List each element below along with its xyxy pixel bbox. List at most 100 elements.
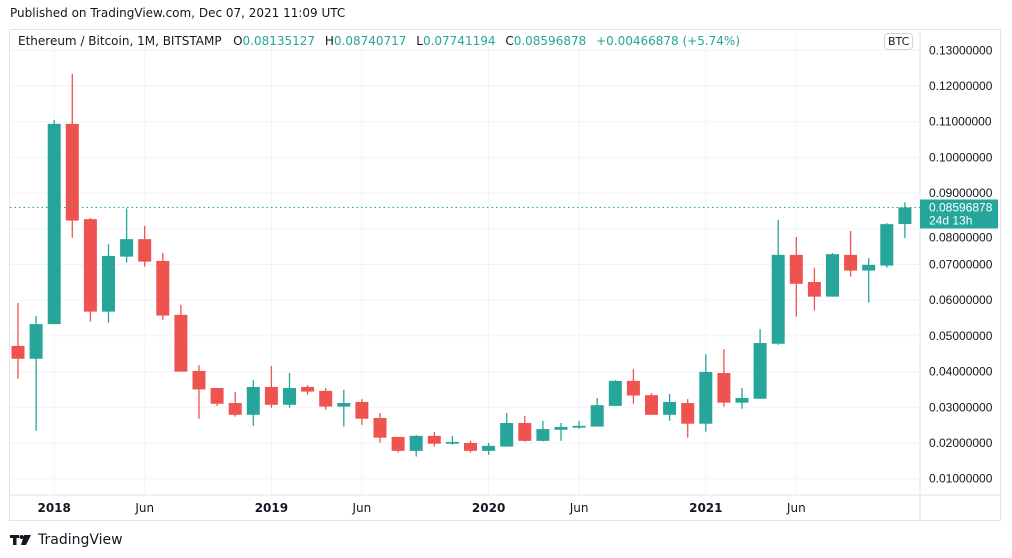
time-tick-label: 2020: [472, 501, 505, 515]
candle-body: [391, 436, 405, 451]
candle: [735, 388, 749, 409]
candle-body: [844, 254, 858, 271]
time-tick-label: 2021: [689, 501, 722, 515]
candle: [844, 230, 858, 277]
candle: [264, 365, 278, 408]
candle: [29, 315, 43, 431]
candle: [65, 73, 79, 238]
candle-body: [699, 371, 713, 424]
open-value: 0.08135127: [242, 34, 316, 48]
candle-body: [663, 401, 677, 415]
candle-body: [590, 405, 604, 427]
candle: [319, 388, 333, 410]
candle: [120, 208, 134, 263]
candle: [337, 389, 351, 427]
candle-body: [518, 423, 532, 441]
price-tick-label: 0.07000000: [929, 258, 993, 272]
candle: [192, 365, 206, 419]
last-price-value: 0.08596878: [929, 200, 993, 214]
candle: [156, 253, 170, 320]
close-label: C: [505, 34, 514, 48]
currency-badge[interactable]: BTC: [884, 33, 914, 50]
candle-body: [192, 370, 206, 390]
chart-frame: [9, 29, 1001, 521]
candle: [554, 423, 568, 441]
published-caption: Published on TradingView.com, Dec 07, 20…: [10, 6, 346, 20]
candle: [482, 443, 496, 455]
candle: [608, 380, 622, 406]
candle-body: [47, 123, 61, 325]
candle-body: [83, 219, 97, 312]
candle-body: [11, 345, 25, 359]
candle-body: [681, 403, 695, 424]
candle-body: [608, 380, 622, 406]
price-tick-label: 0.13000000: [929, 43, 993, 57]
price-tick-label: 0.06000000: [929, 293, 993, 307]
candle: [102, 244, 115, 323]
candle-body: [355, 401, 369, 419]
candle: [518, 415, 532, 442]
candle: [210, 388, 224, 406]
time-tick-label: 2019: [255, 501, 288, 515]
candle: [807, 268, 821, 311]
candle-body: [880, 224, 894, 266]
candle-body: [228, 403, 242, 415]
high-label: H: [324, 34, 334, 48]
candle: [500, 413, 514, 447]
candles: [11, 73, 912, 457]
candle: [283, 373, 296, 408]
candle-body: [789, 254, 803, 284]
candle-body: [717, 373, 731, 403]
candle: [536, 420, 550, 442]
price-tick-label: 0.12000000: [929, 79, 993, 93]
candle-body: [898, 207, 912, 224]
candle: [699, 354, 713, 432]
price-tick-label: 0.11000000: [929, 115, 992, 129]
candle-body: [120, 239, 134, 257]
candle-body: [753, 343, 767, 399]
candle: [572, 420, 586, 429]
candle: [409, 435, 423, 457]
price-tick-label: 0.05000000: [929, 329, 993, 343]
candle-body: [283, 388, 296, 405]
candle-body: [264, 386, 278, 405]
candle-body: [645, 395, 658, 415]
candle-body: [337, 403, 351, 407]
price-tick-label: 0.09000000: [929, 186, 993, 200]
low-label: L: [416, 34, 423, 48]
candle-body: [301, 386, 315, 392]
time-tick-label: 2018: [37, 501, 70, 515]
price-tick-label: 0.01000000: [929, 472, 993, 486]
candle-body: [536, 429, 550, 441]
bar-countdown: 24d 13h: [929, 213, 972, 227]
candle: [391, 436, 405, 453]
time-tick-label: Jun: [134, 501, 154, 515]
candle-body: [409, 435, 423, 451]
candle-body: [735, 398, 749, 403]
low-value: 0.07741194: [422, 34, 496, 48]
close-value: 0.08596878: [513, 34, 587, 48]
candle: [753, 329, 767, 399]
candle: [83, 218, 97, 322]
candle: [11, 303, 25, 379]
candle-body: [156, 260, 170, 316]
candle: [898, 202, 912, 239]
candle: [228, 391, 242, 417]
candle-body: [826, 254, 839, 297]
time-tick-label: Jun: [352, 501, 372, 515]
candle-body: [626, 380, 640, 396]
footer-brand-name: TradingView: [38, 532, 123, 548]
footer-brand[interactable]: TradingView: [10, 532, 123, 548]
candle: [464, 440, 477, 453]
candle-body: [427, 435, 441, 444]
candle: [717, 349, 731, 407]
candle: [427, 431, 441, 447]
candle-body: [807, 281, 821, 297]
price-tick-label: 0.02000000: [929, 436, 993, 450]
symbol-legend: Ethereum / Bitcoin, 1M, BITSTAMP O0.0813…: [18, 34, 746, 48]
candle-body: [319, 390, 333, 407]
candle: [246, 380, 260, 426]
candle: [681, 399, 695, 438]
candle-body: [500, 423, 514, 447]
